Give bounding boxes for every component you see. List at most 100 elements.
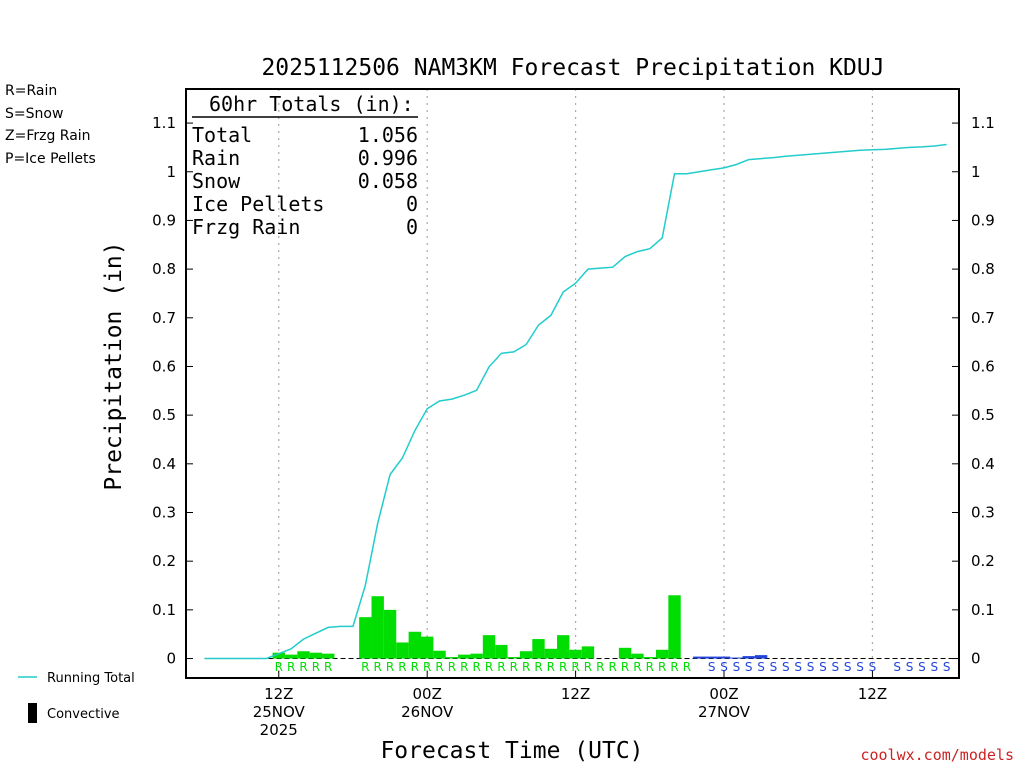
x-tick-label: 00Z <box>412 685 441 703</box>
x-tick-label: 12Z <box>561 685 590 703</box>
precip-bar <box>569 649 582 659</box>
y-tick-label-left: 1 <box>166 163 176 181</box>
totals-value-rain: 0.996 <box>358 146 418 170</box>
precip-bar <box>557 635 570 659</box>
precip-bar <box>631 653 644 659</box>
precip-bar <box>420 636 434 659</box>
legend-rain: R=Rain <box>5 83 57 99</box>
ptype-letter-rain: R <box>522 660 530 674</box>
ptype-letter-snow: S <box>918 660 926 674</box>
totals-value-ice-pellets: 0 <box>406 192 418 216</box>
ptype-letter-snow: S <box>930 660 938 674</box>
y-tick-label-left: 0.4 <box>152 455 176 473</box>
ptype-letter-rain: R <box>658 660 666 674</box>
precip-bar <box>396 642 409 659</box>
ptype-letter-snow: S <box>807 660 815 674</box>
convective-swatch <box>28 703 37 723</box>
ptype-letter-rain: R <box>374 660 382 674</box>
y-tick-label-left: 0.5 <box>152 406 176 424</box>
ptype-letter-snow: S <box>782 660 790 674</box>
precip-bar <box>754 655 768 659</box>
precip-bar <box>507 657 520 659</box>
x-tick-label: 2025 <box>260 721 298 739</box>
ptype-letter-snow: S <box>893 660 901 674</box>
totals-label-frzg-rain: Frzg Rain <box>192 215 300 239</box>
precip-bar <box>470 653 483 659</box>
precip-bar <box>532 639 545 659</box>
y-tick-label-left: 0.3 <box>152 503 176 521</box>
series-legend: Running Total Convective <box>18 671 135 723</box>
x-axis-label: Forecast Time (UTC) <box>380 738 643 764</box>
precip-bar <box>693 656 706 659</box>
x-tick-label: 27NOV <box>698 703 751 721</box>
precip-bar <box>383 609 397 659</box>
ptype-letter-rain: R <box>460 660 468 674</box>
precip-bar <box>618 647 632 659</box>
y-tick-label-right: 0.8 <box>971 260 995 278</box>
legend-frzg-rain: Z=Frzg Rain <box>5 128 91 144</box>
ptype-letter-rain: R <box>312 660 320 674</box>
precip-bar <box>544 648 558 659</box>
ptype-letter-rain: R <box>324 660 332 674</box>
ptype-letter-snow: S <box>770 660 778 674</box>
y-tick-label-right: 0.3 <box>971 503 995 521</box>
ptype-letter-snow: S <box>819 660 827 674</box>
running-total-series <box>204 143 947 660</box>
x-tick-label: 12Z <box>858 685 887 703</box>
totals-label-rain: Rain <box>192 146 240 170</box>
ptype-letter-snow: S <box>720 660 728 674</box>
y-tick-label-right: 0.1 <box>971 601 995 619</box>
ptype-letter-rain: R <box>609 660 617 674</box>
ptype-letter-rain: R <box>386 660 394 674</box>
precip-bar <box>519 651 533 659</box>
precip-bar <box>730 657 743 659</box>
ptype-letter-rain: R <box>633 660 641 674</box>
totals-header: 60hr Totals (in): <box>209 92 414 116</box>
precip-bar <box>668 595 681 659</box>
precip-bar <box>309 652 323 659</box>
precip-bar <box>359 617 372 659</box>
ptype-letter-rain: R <box>275 660 283 674</box>
precip-bar <box>408 631 421 659</box>
precip-bar <box>581 646 595 659</box>
precip-bar <box>458 654 471 659</box>
ptype-letter-snow: S <box>832 660 840 674</box>
y-tick-label-left: 0.1 <box>152 601 176 619</box>
totals-box: 60hr Totals (in): Total 1.056 Rain 0.996… <box>192 92 418 239</box>
precip-bar <box>705 656 718 659</box>
ptype-letter-rain: R <box>361 660 369 674</box>
precip-bar <box>284 654 298 659</box>
precip-bar <box>717 656 731 659</box>
precip-bar <box>655 649 669 659</box>
y-tick-label-right: 0 <box>971 650 981 668</box>
running-total-line <box>204 143 947 660</box>
y-tick-label-left: 0 <box>166 650 176 668</box>
running-total-label: Running Total <box>47 671 135 686</box>
ptype-letter-snow: S <box>733 660 741 674</box>
ptype-letter-rain: R <box>287 660 295 674</box>
ptype-letter-rain: R <box>584 660 592 674</box>
y-tick-label-right: 0.4 <box>971 455 995 473</box>
precip-bar <box>495 644 508 659</box>
ptype-letter-snow: S <box>844 660 852 674</box>
y-tick-label-left: 0.7 <box>152 309 176 327</box>
x-tick-label: 00Z <box>709 685 738 703</box>
totals-label-snow: Snow <box>192 169 241 193</box>
totals-value-frzg-rain: 0 <box>406 215 418 239</box>
x-tick-label: 12Z <box>264 685 293 703</box>
ptype-letter-rain: R <box>571 660 579 674</box>
y-tick-label-right: 1.1 <box>971 114 995 132</box>
ptype-letter-rain: R <box>559 660 567 674</box>
ptype-letter-rain: R <box>670 660 678 674</box>
ptype-letter-rain: R <box>646 660 654 674</box>
totals-label-total: Total <box>192 123 252 147</box>
x-tick-label: 26NOV <box>401 703 454 721</box>
credit-text: coolwx.com/models <box>860 746 1014 764</box>
y-tick-label-left: 1.1 <box>152 114 176 132</box>
ptype-letter-rain: R <box>683 660 691 674</box>
precip-bar <box>272 652 285 659</box>
ptype-letter-rain: R <box>547 660 555 674</box>
ptype-letter-rain: R <box>411 660 419 674</box>
ptype-letter-rain: R <box>472 660 480 674</box>
